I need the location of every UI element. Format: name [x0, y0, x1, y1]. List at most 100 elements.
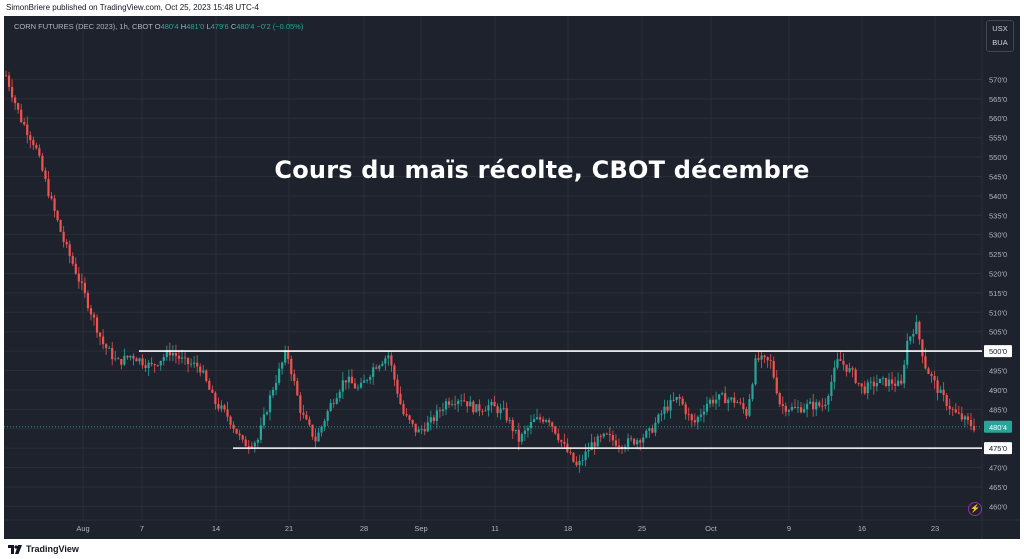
candle-body [17, 103, 20, 110]
candle-body [912, 333, 915, 337]
level-price-label: 500'0 [989, 347, 1007, 356]
candle-body [523, 430, 526, 435]
candle-body [402, 403, 405, 415]
candle-body [235, 428, 238, 434]
tradingview-logo-icon [8, 544, 22, 554]
candle-body [162, 357, 165, 361]
candle-body [951, 408, 954, 410]
candle-body [906, 340, 909, 365]
candle-body [596, 436, 599, 447]
candle-body [265, 412, 269, 415]
candle-body [241, 435, 244, 440]
candle-body [587, 450, 590, 452]
y-tick-label: 545'0 [989, 172, 1007, 181]
change-value: −0'2 (−0.05%) [256, 22, 304, 31]
candle-body [611, 435, 614, 441]
candle-body [784, 405, 787, 412]
candle-body [872, 381, 875, 387]
x-tick-label: 16 [858, 524, 866, 533]
candle-body [505, 408, 508, 421]
candle-body [450, 404, 454, 405]
candle-body [526, 427, 530, 431]
candle-body [441, 409, 445, 412]
candle-body [423, 429, 426, 432]
y-tick-label: 465'0 [989, 483, 1007, 492]
candle-body [690, 414, 693, 421]
candle-body [969, 419, 973, 426]
candle-body [554, 426, 557, 434]
candle-body [760, 355, 763, 360]
unit-label: BUA [992, 38, 1008, 47]
candle-body [211, 389, 214, 393]
published-info: SimonBriere published on TradingView.com… [0, 0, 1024, 16]
candle-body [86, 293, 90, 309]
candle-body [942, 389, 945, 396]
candle-body [190, 363, 193, 365]
candle-body [338, 391, 341, 399]
candle-body [141, 358, 144, 366]
candle-body [326, 411, 329, 421]
x-tick-label: Sep [414, 524, 427, 533]
candle-body [857, 382, 860, 384]
last-price-tag [984, 420, 1012, 433]
candle-body [617, 445, 621, 447]
candle-body [821, 405, 824, 407]
lightning-icon[interactable]: ⚡ [968, 502, 982, 516]
candle-body [781, 404, 784, 406]
candle-body [560, 440, 563, 442]
candle-body [511, 420, 514, 432]
candle-body [26, 124, 29, 136]
candle-body [551, 422, 554, 427]
level-price-tag [984, 345, 1012, 358]
candle-body [806, 403, 809, 410]
candle-body [751, 384, 754, 400]
candle-body [748, 399, 751, 416]
last-price-label: 480'4 [989, 423, 1007, 432]
candle-body [842, 360, 845, 365]
candle-body [639, 440, 642, 443]
candle-body [508, 420, 511, 421]
candle-body [915, 321, 918, 334]
candle-body [281, 362, 284, 369]
candle-body [220, 405, 223, 409]
published-text: SimonBriere published on TradingView.com… [6, 3, 259, 12]
tradingview-logo[interactable]: TradingView [8, 543, 79, 555]
level-price-label: 475'0 [989, 444, 1007, 453]
candle-body [171, 352, 174, 356]
candle-body [884, 377, 888, 386]
candle-body [711, 399, 715, 404]
y-tick-label: 490'0 [989, 386, 1007, 395]
x-tick-label: 25 [638, 524, 646, 533]
candle-body [35, 145, 38, 149]
candle-body [317, 432, 320, 442]
candle-body [454, 404, 457, 405]
candle-body [839, 359, 842, 361]
y-tick-label: 485'0 [989, 405, 1007, 414]
chart-area[interactable] [4, 16, 1020, 539]
candle-body [921, 339, 924, 357]
candle-body [666, 406, 669, 411]
currency-unit-button[interactable]: USX BUA [986, 20, 1014, 52]
candle-body [405, 414, 408, 416]
candle-body [502, 408, 505, 409]
candle-body [335, 398, 338, 404]
candle-body [375, 367, 378, 369]
candle-body [493, 401, 496, 407]
candle-body [860, 383, 863, 387]
candle-body [894, 383, 897, 386]
candle-body [23, 122, 26, 125]
candle-body [14, 97, 17, 104]
candle-body [930, 374, 933, 376]
candle-body [214, 392, 217, 404]
candle-body [532, 419, 536, 423]
y-tick-label: 570'0 [989, 75, 1007, 84]
candle-body [38, 148, 41, 156]
candle-body [144, 365, 147, 369]
candle-body [636, 440, 639, 445]
candle-body [396, 379, 399, 394]
candle-body [796, 407, 800, 409]
candle-body [575, 461, 578, 466]
candle-body [881, 377, 885, 379]
candle-body [836, 359, 839, 368]
